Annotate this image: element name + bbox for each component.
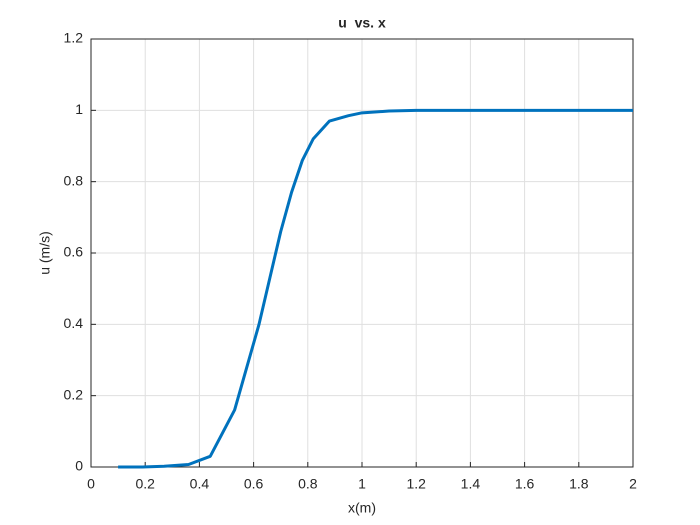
y-tick-label: 1 (75, 101, 83, 117)
x-tick-label: 0.4 (190, 476, 210, 492)
x-tick-label: 1.2 (406, 476, 426, 492)
x-tick-label: 0.6 (244, 476, 264, 492)
x-tick-label: 1.6 (515, 476, 535, 492)
x-axis-label: x(m) (348, 500, 376, 516)
x-tick-label: 0.2 (135, 476, 155, 492)
y-tick-label: 0.6 (64, 244, 84, 260)
x-tick-label: 0.8 (298, 476, 318, 492)
y-tick-label: 0 (75, 458, 83, 474)
x-tick-label: 0 (87, 476, 95, 492)
y-axis-label: u (m/s) (37, 231, 53, 275)
y-tick-label: 1.2 (64, 30, 84, 46)
x-tick-label: 1 (358, 476, 366, 492)
data-line (118, 108, 633, 469)
chart-title: u vs. x (338, 15, 386, 31)
y-tick-label: 0.2 (64, 386, 84, 402)
x-tick-label: 2 (629, 476, 637, 492)
x-tick-label: 1.4 (461, 476, 481, 492)
x-tick-label: 1.8 (569, 476, 589, 492)
y-tick-label: 0.4 (64, 315, 84, 331)
y-tick-label: 0.8 (64, 172, 84, 188)
plot-frame (90, 38, 634, 468)
